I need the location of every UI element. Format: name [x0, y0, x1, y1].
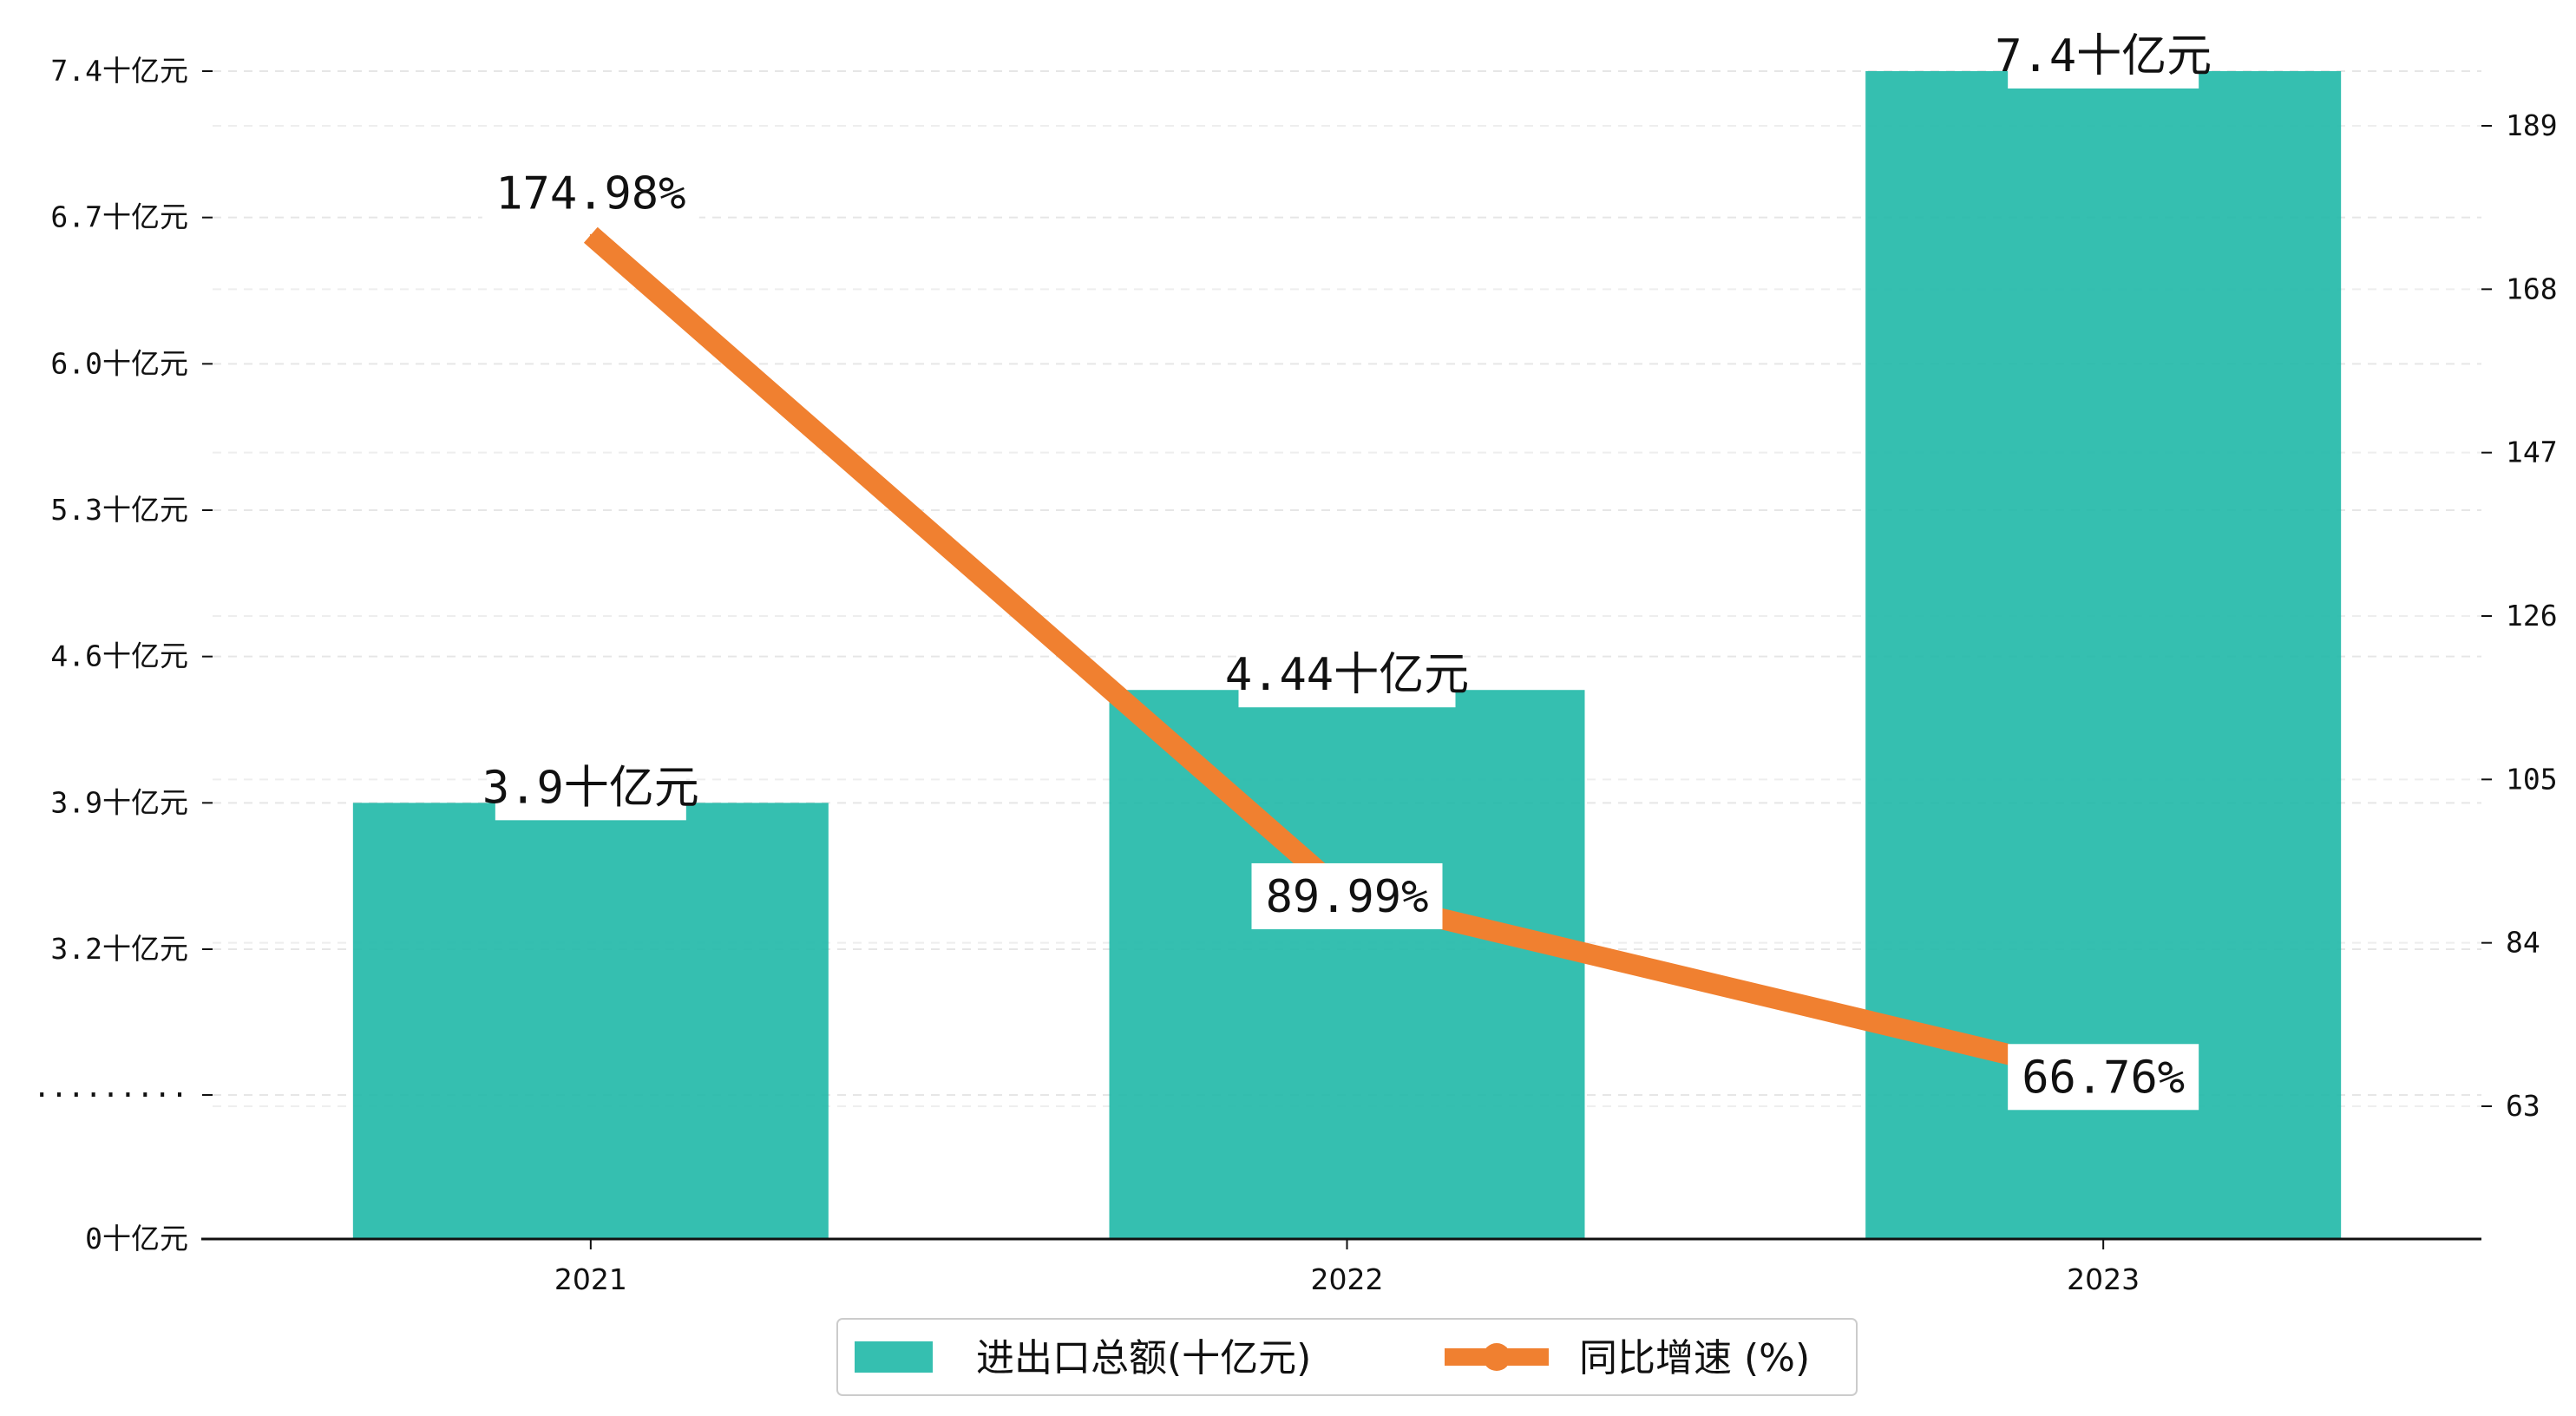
- y-tick-label-left: 6.7十亿元: [50, 200, 188, 234]
- line-value-label-box: [2008, 1044, 2199, 1111]
- bar: [352, 803, 829, 1239]
- y-tick-label-right: 126: [2506, 599, 2558, 633]
- y-tick-label-left: 3.2十亿元: [50, 932, 188, 966]
- y-tick-label-left: ·········: [33, 1078, 188, 1111]
- data-labels: 3.9十亿元 4.44十亿元 7.4十亿元 174.98% 89.99% 66.76%: [482, 23, 2212, 1111]
- bar-value-label-box: [495, 754, 686, 821]
- axes: 0十亿元 ········· 3.2十亿元 3.9十亿元 4.6十亿元 5.3十亿元 6.0…: [33, 54, 2557, 1296]
- line-value-label: 174.98%: [495, 168, 685, 220]
- line-point: [589, 233, 592, 236]
- line-value-label: 66.76%: [2022, 1052, 2185, 1104]
- bar: [1109, 690, 1585, 1239]
- y-tick-label-left: 0十亿元: [85, 1222, 188, 1255]
- line-value-label-box: [482, 160, 699, 226]
- bar-value-label: 4.44十亿元: [1225, 649, 1469, 701]
- legend-swatch-bar: [855, 1341, 933, 1373]
- line-value-label: 89.99%: [1266, 871, 1429, 923]
- y-tick-label-right: 189: [2506, 108, 2558, 142]
- y-tick-label-left: 7.4十亿元: [50, 54, 188, 88]
- y-tick-label-right: 63: [2506, 1089, 2540, 1123]
- line-value-label-box: [1251, 862, 1443, 929]
- x-tick-label: 2021: [554, 1262, 627, 1296]
- legend-marker-line: [1483, 1343, 1511, 1371]
- legend-label-bar: 进出口总额(十亿元): [976, 1336, 1311, 1380]
- y-tick-label-right: 105: [2506, 762, 2558, 796]
- y-tick-label-right: 168: [2506, 272, 2558, 305]
- bar-series: [352, 71, 2342, 1239]
- x-tick-label: 2022: [1311, 1262, 1384, 1296]
- y-tick-label-left: 5.3十亿元: [50, 493, 188, 527]
- x-tick-label: 2023: [2067, 1262, 2140, 1296]
- bar-value-label: 7.4十亿元: [1995, 30, 2212, 82]
- y-tick-label-left: 3.9十亿元: [50, 785, 188, 819]
- bar-value-label-box: [2008, 23, 2199, 88]
- legend-box: [836, 1318, 1858, 1396]
- y-tick-label-right: 147: [2506, 436, 2558, 469]
- y-tick-label-left: 6.0十亿元: [50, 346, 188, 380]
- y-tick-label-left: 4.6十亿元: [50, 639, 188, 673]
- bar-value-label-box: [1238, 641, 1456, 708]
- y-tick-label-right: 84: [2506, 926, 2540, 960]
- legend-label-line: 同比增速 (%): [1579, 1336, 1810, 1380]
- bar-value-label: 3.9十亿元: [482, 762, 699, 814]
- legend[interactable]: 进出口总额(十亿元) 同比增速 (%): [836, 1318, 1858, 1396]
